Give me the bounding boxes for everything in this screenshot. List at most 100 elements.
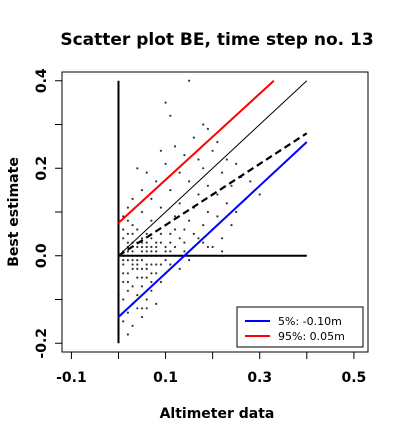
x-axis: -0.1 0.1 0.3 0.5: [56, 351, 366, 386]
legend: 5%: -0.10m 95%: 0.05m: [236, 306, 364, 348]
scatter-point: [211, 149, 214, 152]
scatter-point: [155, 180, 158, 183]
scatter-point: [126, 333, 129, 336]
legend-label-95pct: 95%: 0.05m: [278, 330, 345, 343]
scatter-point: [126, 232, 129, 235]
scatter-point: [140, 250, 144, 253]
scatter-point: [126, 280, 129, 284]
scatter-point: [136, 228, 139, 231]
scatter-point: [145, 241, 148, 244]
y-tick-label: 0.2: [34, 156, 50, 181]
scatter-point: [164, 245, 167, 249]
scatter-point: [169, 263, 172, 266]
legend-label-5pct: 5%: -0.10m: [278, 315, 342, 328]
scatter-point: [155, 250, 158, 253]
series-line-0: [117, 141, 308, 318]
scatter-point: [126, 272, 129, 275]
scatter-point: [230, 224, 233, 227]
scatter-point: [225, 202, 228, 205]
scatter-point: [155, 272, 158, 275]
scatter-point: [140, 276, 144, 279]
scatter-point: [126, 311, 129, 314]
scatter-point: [173, 228, 177, 231]
x-tick-label: -0.1: [56, 370, 87, 386]
scatter-point: [131, 324, 134, 327]
scatter-point: [202, 123, 205, 126]
one-to-one-line: [118, 80, 308, 257]
scatter-point: [206, 210, 209, 214]
scatter-point: [202, 167, 205, 170]
scatter-point: [145, 232, 148, 235]
scatter-point: [221, 250, 224, 253]
scatter-point: [178, 202, 181, 205]
scatter-point: [131, 224, 134, 227]
scatter-point: [136, 259, 139, 262]
scatter-point: [122, 272, 125, 275]
scatter-point: [188, 180, 191, 183]
scatter-point: [145, 263, 148, 266]
scatter-point: [140, 267, 144, 270]
scatter-point: [140, 245, 144, 249]
scatter-point: [183, 250, 186, 253]
scatter-point: [136, 167, 139, 170]
scatter-point: [145, 245, 148, 249]
x-tick-label: 0.5: [341, 370, 366, 386]
scatter-point: [173, 245, 177, 249]
scatter-point: [150, 219, 153, 222]
scatter-point: [159, 206, 162, 209]
scatter-point: [202, 224, 205, 227]
scatter-point: [258, 193, 261, 196]
scatter-point: [155, 241, 158, 244]
chart-title: Scatter plot BE, time step no. 13: [60, 30, 373, 50]
scatter-point: [235, 162, 238, 165]
scatter-point: [178, 237, 181, 240]
scatter-point: [159, 263, 162, 266]
scatter-point: [126, 206, 129, 209]
scatter-point: [140, 189, 144, 192]
scatter-point: [221, 171, 224, 174]
scatter-point: [145, 298, 148, 301]
y-axis-label: Best estimate: [6, 157, 22, 267]
scatter-point: [159, 280, 162, 284]
scatter-point: [145, 276, 148, 279]
quantile-lines: [117, 80, 308, 318]
fit-line: [117, 132, 308, 257]
scatter-point: [131, 285, 134, 288]
scatter-point: [188, 79, 191, 82]
scatter-point: [192, 232, 195, 235]
scatter-point: [140, 315, 144, 319]
scatter-point: [131, 250, 134, 253]
scatter-point: [126, 241, 129, 244]
scatter-point: [131, 263, 134, 266]
scatter-point: [188, 219, 191, 222]
scatter-point: [164, 101, 167, 104]
scatter-point: [150, 280, 153, 284]
scatter-point: [216, 215, 219, 218]
scatter-point: [150, 250, 153, 253]
scatter-point: [169, 250, 172, 253]
scatter-point: [164, 162, 167, 165]
scatter-point: [169, 189, 172, 192]
scatter-point: [164, 259, 167, 262]
x-axis-label: Altimeter data: [160, 406, 275, 422]
scatter-point: [122, 259, 125, 262]
scatter-point: [192, 136, 195, 139]
scatter-point: [126, 289, 129, 292]
scatter-point: [183, 241, 186, 244]
scatter-point: [159, 241, 162, 244]
scatter-point: [122, 263, 125, 266]
scatter-point: [131, 267, 134, 270]
scatter-point: [140, 259, 144, 262]
scatter-point: [211, 245, 214, 249]
scatter-point: [169, 241, 172, 244]
scatter-point: [183, 154, 186, 157]
scatter-point: [159, 232, 162, 235]
scatter-point: [206, 127, 209, 130]
scatter-point: [150, 237, 153, 240]
y-tick-label: 0.0: [34, 243, 50, 268]
scatter-point: [155, 245, 158, 249]
scatter-point: [216, 140, 219, 144]
y-axis: -0.2 0.0 0.2 0.4: [34, 68, 63, 359]
scatter-point: [145, 171, 148, 174]
